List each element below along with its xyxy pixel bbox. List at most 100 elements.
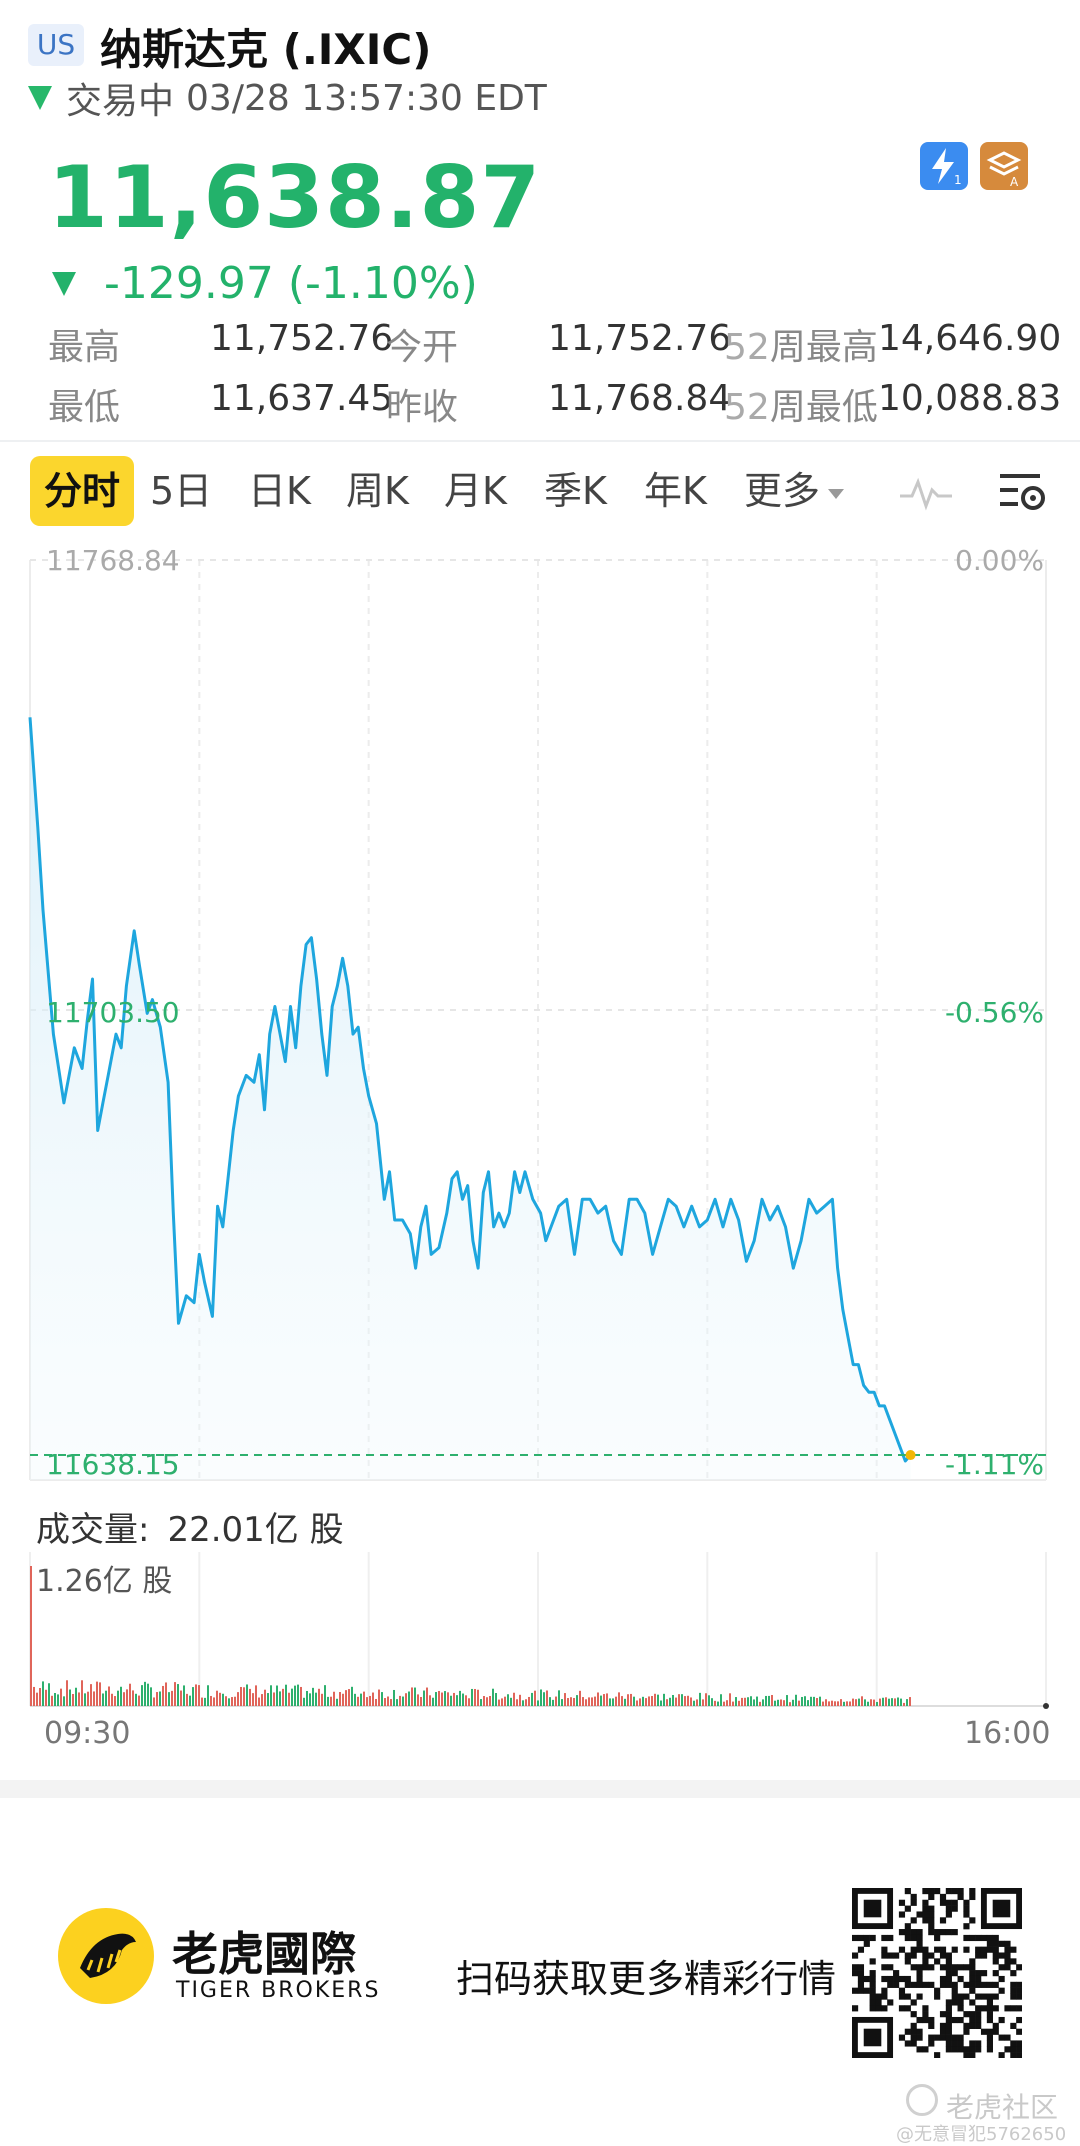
qr-module (898, 1911, 906, 1918)
volume-bar (369, 1695, 371, 1706)
volume-bar (414, 1687, 416, 1706)
volume-bar (636, 1700, 638, 1706)
tab-intraday[interactable]: 分时 (30, 456, 135, 526)
tab-5day[interactable]: 5日 (150, 469, 213, 513)
qr-module (910, 1893, 917, 1901)
qr-module (957, 1999, 964, 2006)
qr-module (1010, 2005, 1017, 2012)
volume-bar (393, 1689, 395, 1706)
low-label: 最低 (48, 387, 121, 428)
tab-quarterly-k[interactable]: 季K (544, 469, 607, 513)
qr-module (922, 1964, 929, 1971)
market-badge: US (28, 24, 84, 66)
qr-module (945, 2005, 952, 2012)
qr-module (1016, 1964, 1023, 1971)
volume-bar (873, 1699, 875, 1706)
volume-bar (669, 1697, 671, 1706)
volume-bar (375, 1698, 377, 1706)
volume-bar (54, 1693, 56, 1706)
volume-bar (606, 1693, 608, 1706)
qr-module (945, 1999, 952, 2006)
watermark-logo-icon (906, 2084, 938, 2116)
qr-module (969, 2052, 976, 2059)
volume-bar (528, 1696, 530, 1706)
trading-status: 交易中 (66, 81, 175, 122)
qr-module (857, 1964, 865, 1971)
tab-daily-k[interactable]: 日K (248, 469, 311, 513)
intraday-chart[interactable]: 11768.84 11703.50 11638.15 0.00% -0.56% … (0, 540, 1080, 1500)
qr-module (998, 1964, 1005, 1971)
qr-module (910, 1929, 917, 1936)
volume-bar (72, 1693, 74, 1706)
qr-module (881, 1946, 888, 1953)
volume-bar (861, 1696, 863, 1706)
volume-bar (462, 1693, 464, 1706)
tab-more[interactable]: 更多 (744, 456, 845, 526)
qr-module (963, 1934, 970, 1942)
qr-module (945, 1952, 952, 1959)
volume-bar (204, 1697, 206, 1706)
chart-settings-icon[interactable] (996, 468, 1052, 516)
qr-module (945, 1981, 952, 1988)
tab-yearly-k[interactable]: 年K (644, 469, 707, 513)
qr-module (980, 1952, 988, 1959)
volume-bar (48, 1683, 50, 1706)
volume-bar (381, 1692, 383, 1706)
volume-bar (849, 1701, 851, 1706)
qr-module (916, 1993, 923, 2000)
volume-bar (60, 1688, 62, 1706)
price-chart-svg[interactable]: 11768.84 11703.50 11638.15 0.00% -0.56% … (0, 540, 1080, 1500)
index-title: 纳斯达克 (.IXIC) (100, 25, 432, 74)
qr-module (887, 1981, 894, 1988)
qr-module (869, 1934, 876, 1942)
volume-bar (798, 1700, 800, 1706)
volume-bar (657, 1694, 659, 1706)
volume-bar (441, 1692, 443, 1706)
qr-module (934, 1929, 941, 1936)
pct-axis-mid-label: -0.56% (945, 996, 1044, 1029)
tab-monthly-k[interactable]: 月K (444, 469, 507, 513)
volume-bar (243, 1687, 245, 1706)
volume-bar (579, 1690, 581, 1706)
volume-bar (825, 1699, 827, 1706)
volume-bar (147, 1683, 149, 1706)
volume-bar (288, 1692, 290, 1706)
stats-row-2: 最低 11,637.45 昨收 11,768.84 52周最低 10,088.8… (0, 378, 1080, 438)
layers-a-icon[interactable]: A (980, 142, 1028, 190)
trading-status-row: 交易中 03/28 13:57:30 EDT (28, 72, 547, 124)
qr-module (922, 2046, 929, 2053)
volume-bar (87, 1691, 89, 1706)
volume-bar (660, 1700, 662, 1706)
volume-bar (543, 1692, 545, 1706)
qr-module (881, 1952, 888, 1959)
qr-module (893, 1970, 900, 1977)
volume-bar (564, 1693, 566, 1706)
qr-module (934, 2034, 941, 2041)
volume-bar (105, 1690, 107, 1706)
volume-bar (672, 1694, 674, 1706)
tab-weekly-k[interactable]: 周K (346, 469, 409, 513)
volume-bar (810, 1696, 812, 1706)
qr-module (986, 2011, 993, 2018)
pct-axis-top-label: 0.00% (955, 544, 1044, 577)
qr-module (1016, 2040, 1023, 2047)
high-value: 11,752.76 (210, 318, 394, 359)
qr-module (904, 1981, 911, 1988)
qr-finder (863, 2028, 882, 2047)
qr-module (1016, 2028, 1023, 2035)
qr-module (939, 2034, 947, 2041)
volume-bar (729, 1693, 731, 1706)
qr-module (1016, 2005, 1023, 2012)
volume-bar (246, 1684, 248, 1706)
qr-module (863, 1987, 870, 1994)
volume-chart[interactable] (0, 1552, 1080, 1722)
volume-bar (111, 1693, 113, 1706)
volume-bar (348, 1689, 350, 1706)
volume-bar (507, 1694, 509, 1706)
volume-bar (747, 1697, 749, 1706)
pulse-line-icon[interactable] (898, 468, 954, 516)
quote-datetime: 03/28 13:57:30 EDT (186, 77, 547, 119)
lightning-level1-icon[interactable]: 1 (920, 142, 968, 190)
qr-module (975, 2046, 982, 2053)
volume-bar (594, 1696, 596, 1706)
